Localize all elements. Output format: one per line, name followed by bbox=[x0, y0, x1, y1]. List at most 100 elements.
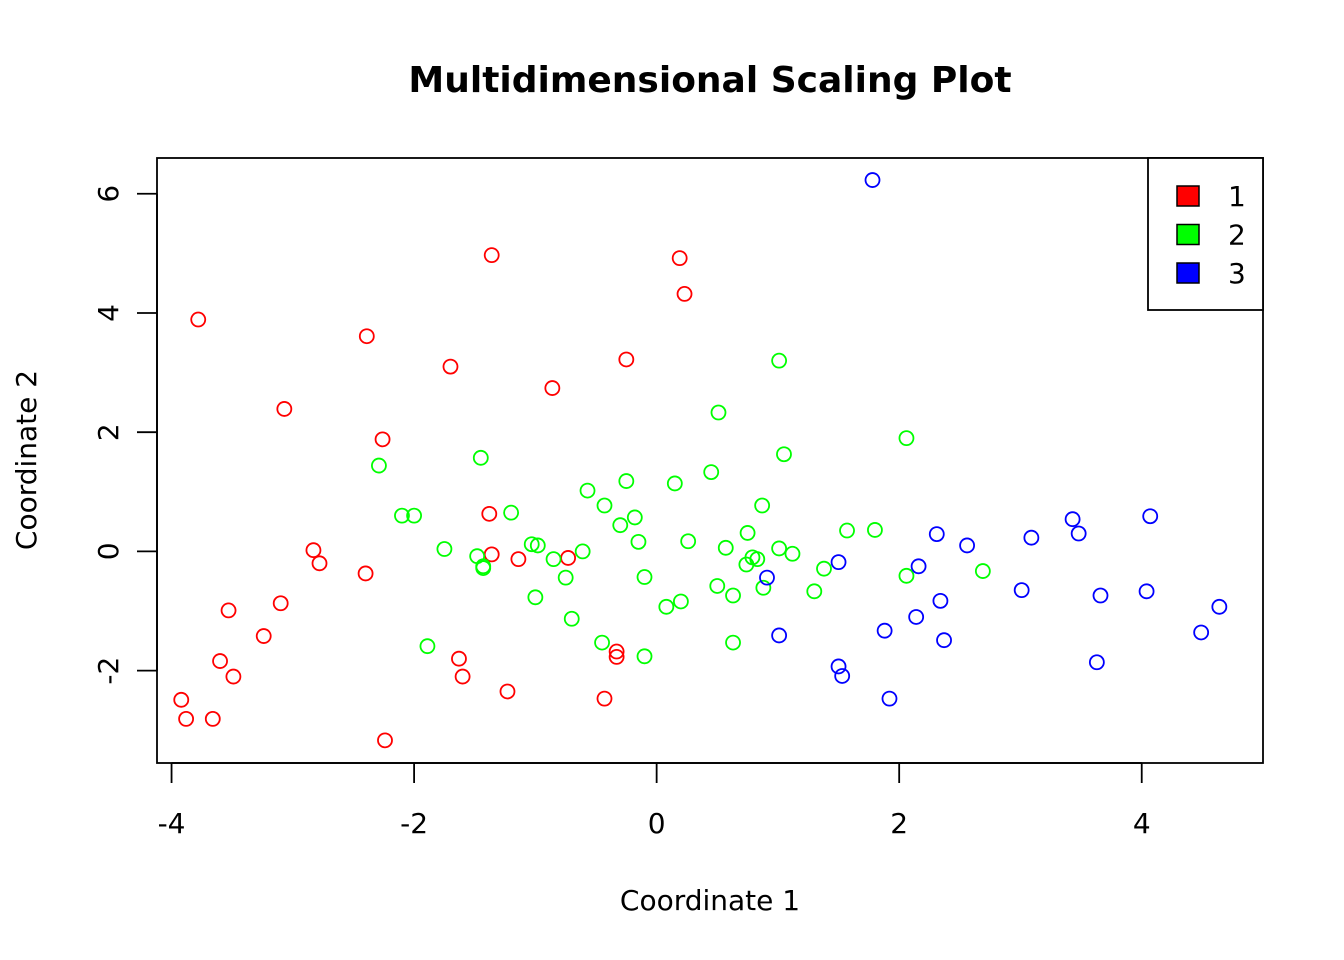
point-series-3 bbox=[830, 658, 847, 675]
point-series-2 bbox=[475, 560, 492, 576]
point-series-2 bbox=[867, 522, 883, 538]
point-series-2 bbox=[527, 589, 544, 606]
point-series-3 bbox=[771, 627, 788, 644]
point-series-2 bbox=[754, 497, 771, 514]
point-series-2 bbox=[406, 507, 422, 524]
point-series-1 bbox=[255, 628, 272, 644]
point-series-2 bbox=[594, 634, 610, 651]
point-series-3 bbox=[1070, 525, 1087, 542]
point-series-3 bbox=[908, 609, 925, 625]
point-series-2 bbox=[503, 504, 520, 521]
point-series-2 bbox=[666, 475, 683, 492]
x-tick-label: -4 bbox=[158, 807, 186, 840]
point-series-3 bbox=[876, 622, 893, 639]
x-tick-label: 4 bbox=[1133, 807, 1151, 840]
point-series-3 bbox=[928, 526, 945, 543]
point-series-2 bbox=[626, 509, 643, 526]
chart-title: Multidimensional Scaling Plot bbox=[408, 60, 1011, 101]
point-series-2 bbox=[709, 578, 726, 594]
point-series-1 bbox=[544, 380, 561, 396]
x-axis: -4 -2 0 2 4 bbox=[158, 762, 1151, 840]
point-series-2 bbox=[839, 522, 855, 539]
point-series-1 bbox=[442, 358, 459, 375]
point-series-1 bbox=[204, 710, 221, 727]
point-series-2 bbox=[898, 567, 915, 584]
point-series-1 bbox=[377, 732, 393, 749]
point-series-3 bbox=[1023, 529, 1040, 546]
point-series-3 bbox=[1211, 598, 1228, 615]
point-series-3 bbox=[834, 668, 851, 684]
legend-swatch-2 bbox=[1176, 223, 1200, 246]
point-series-3 bbox=[910, 558, 927, 575]
point-series-1 bbox=[618, 351, 635, 368]
point-series-2 bbox=[557, 569, 574, 586]
point-series-2 bbox=[680, 533, 697, 550]
y-tick-label: -2 bbox=[92, 657, 125, 685]
point-series-1 bbox=[357, 565, 374, 582]
point-series-2 bbox=[523, 536, 540, 553]
point-series-2 bbox=[725, 634, 741, 651]
x-tick-label: -2 bbox=[400, 807, 428, 840]
x-tick-label: 2 bbox=[890, 807, 908, 840]
point-series-1 bbox=[596, 690, 613, 707]
point-series-1 bbox=[608, 649, 625, 665]
point-series-1 bbox=[510, 551, 527, 568]
point-series-1 bbox=[671, 250, 688, 267]
plot-frame bbox=[156, 157, 1264, 764]
point-series-3 bbox=[759, 569, 775, 586]
point-series-2 bbox=[755, 579, 772, 596]
y-axis-label: Coordinate 2 bbox=[10, 370, 43, 550]
point-series-1 bbox=[311, 555, 328, 572]
point-series-2 bbox=[371, 457, 387, 474]
y-tick-label: 4 bbox=[92, 304, 125, 322]
point-series-3 bbox=[1064, 511, 1081, 528]
point-series-3 bbox=[830, 554, 847, 571]
point-series-2 bbox=[618, 473, 635, 489]
legend-label-3: 3 bbox=[1228, 257, 1246, 290]
x-axis-label: Coordinate 1 bbox=[620, 884, 800, 917]
point-series-2 bbox=[725, 587, 741, 604]
point-series-1 bbox=[676, 286, 693, 302]
point-series-1 bbox=[173, 691, 190, 708]
point-series-2 bbox=[898, 430, 915, 447]
point-series-3 bbox=[1092, 587, 1109, 604]
point-series-1 bbox=[190, 311, 207, 328]
legend-swatch-1 bbox=[1176, 185, 1200, 207]
point-series-2 bbox=[472, 449, 489, 466]
x-tick-label: 0 bbox=[648, 807, 666, 840]
point-series-1 bbox=[272, 595, 289, 612]
point-series-1 bbox=[481, 505, 498, 522]
point-series-2 bbox=[612, 517, 629, 534]
point-series-3 bbox=[959, 537, 975, 554]
legend-label-1: 1 bbox=[1228, 180, 1246, 213]
y-tick-label: 2 bbox=[92, 423, 125, 441]
point-series-2 bbox=[394, 507, 410, 524]
point-series-1 bbox=[305, 542, 322, 559]
point-series-2 bbox=[974, 563, 991, 579]
legend-box bbox=[1147, 157, 1264, 311]
point-series-2 bbox=[419, 638, 436, 655]
point-series-2 bbox=[776, 446, 792, 463]
point-series-1 bbox=[358, 328, 375, 345]
point-series-2 bbox=[529, 537, 546, 554]
point-series-1 bbox=[276, 401, 293, 417]
point-series-2 bbox=[738, 556, 755, 573]
point-series-2 bbox=[672, 593, 689, 610]
point-series-2 bbox=[739, 525, 756, 541]
point-series-1 bbox=[451, 650, 467, 667]
point-series-1 bbox=[212, 653, 228, 669]
point-series-3 bbox=[936, 632, 952, 649]
y-tick-label: 6 bbox=[92, 185, 125, 203]
point-series-2 bbox=[563, 610, 580, 627]
point-series-2 bbox=[771, 540, 788, 557]
point-series-2 bbox=[436, 541, 453, 557]
point-series-2 bbox=[816, 560, 832, 577]
point-series-3 bbox=[1138, 583, 1155, 600]
point-series-1 bbox=[483, 247, 500, 264]
point-series-3 bbox=[1013, 582, 1030, 599]
point-series-2 bbox=[579, 482, 596, 499]
point-series-2 bbox=[717, 539, 734, 556]
point-series-2 bbox=[574, 543, 591, 560]
point-series-2 bbox=[703, 464, 720, 481]
